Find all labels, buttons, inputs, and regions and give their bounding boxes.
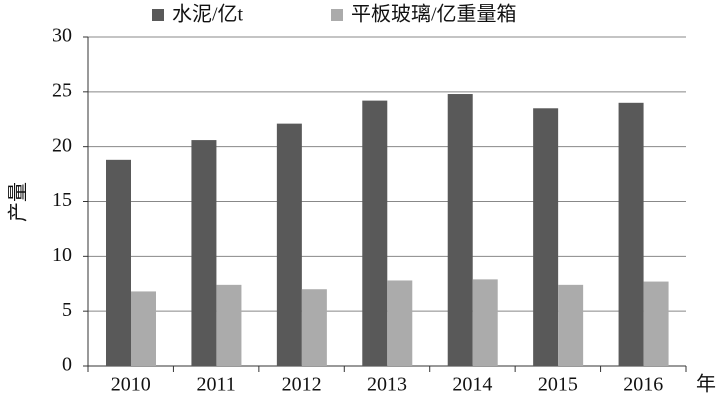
x-tick-label: 2010: [111, 374, 151, 396]
legend-label: 水泥/亿t: [172, 3, 244, 26]
bar: [558, 284, 584, 366]
bar: [276, 123, 302, 367]
x-tick-label: 2015: [538, 374, 578, 396]
x-tick-label: 2014: [452, 374, 492, 396]
bar: [191, 140, 217, 366]
y-tick-label: 0: [62, 354, 72, 376]
x-tick-label: 2013: [367, 374, 407, 396]
y-axis-label: 产量: [7, 182, 30, 222]
x-tick-label: 2016: [623, 374, 663, 396]
bar: [472, 279, 498, 366]
bar: [643, 281, 669, 366]
y-tick-label: 10: [52, 244, 72, 266]
bar: [131, 291, 156, 366]
y-tick-label: 5: [62, 299, 72, 321]
bar: [301, 289, 327, 366]
y-tick-label: 15: [52, 189, 72, 211]
x-axis-label: 年: [696, 373, 716, 396]
bar: [447, 94, 473, 366]
y-tick-label: 25: [52, 79, 72, 101]
bar: [387, 280, 413, 366]
y-tick-label: 30: [52, 25, 72, 47]
x-tick-label: 2012: [282, 374, 322, 396]
bar: [216, 284, 242, 366]
bar: [362, 100, 388, 367]
legend-label: 平板玻璃/亿重量箱: [351, 3, 517, 26]
bar: [106, 159, 131, 366]
bar: [618, 102, 644, 367]
bar: [533, 108, 559, 367]
legend-swatch: [152, 9, 164, 21]
x-tick-label: 2011: [197, 374, 236, 396]
y-tick-label: 20: [52, 134, 72, 156]
legend-swatch: [331, 9, 343, 21]
